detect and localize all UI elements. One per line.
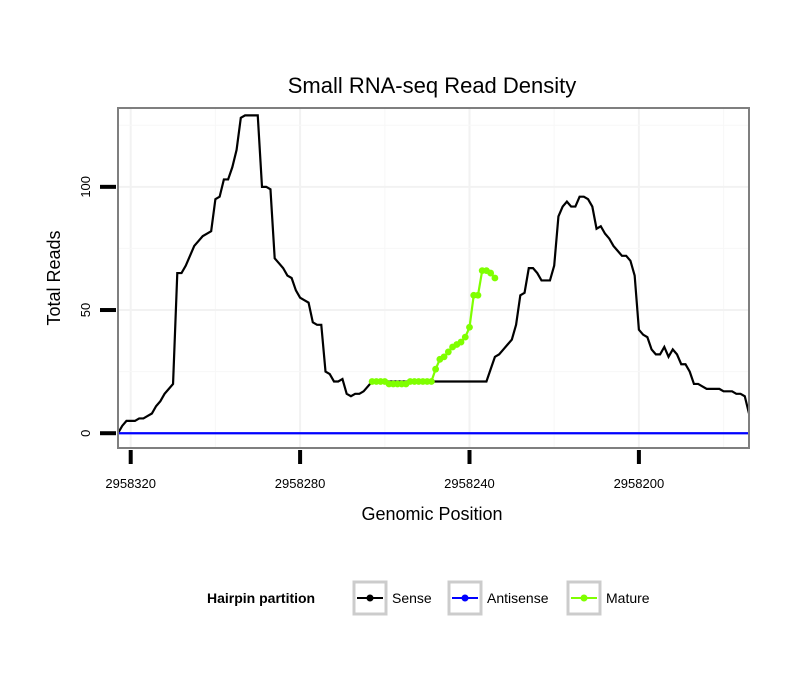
data-point-mature — [440, 353, 448, 361]
data-point-mature — [432, 365, 440, 373]
data-point-mature — [427, 378, 435, 385]
y-tick-label: 50 — [78, 303, 93, 317]
legend-label-sense: Sense — [392, 590, 432, 606]
x-tick-label: 2958200 — [614, 476, 665, 491]
legend: Hairpin partition Sense Antisense Mature — [207, 580, 650, 616]
legend-entry-sense: Sense — [352, 580, 432, 616]
data-point-mature — [457, 338, 465, 346]
panel-background — [118, 108, 749, 448]
series-layer — [117, 114, 751, 435]
data-point-mature — [487, 269, 495, 277]
plot-panel — [117, 107, 751, 449]
series-mature — [368, 267, 499, 388]
data-point-mature — [474, 291, 482, 299]
data-point-mature — [466, 323, 473, 331]
chart-title: Small RNA-seq Read Density — [288, 73, 577, 98]
legend-key-point-mature — [580, 594, 588, 602]
x-tick-label: 2958320 — [105, 476, 156, 491]
legend-key-point-sense — [366, 594, 374, 602]
x-tick-label: 2958280 — [275, 476, 326, 491]
y-tick-label: 0 — [78, 430, 93, 437]
data-point-mature — [491, 274, 499, 282]
legend-label-antisense: Antisense — [487, 590, 549, 606]
x-axis: 2958320 2958280 2958240 2958200 — [105, 450, 664, 491]
x-axis-title: Genomic Position — [361, 504, 502, 524]
data-point-mature — [444, 348, 452, 356]
x-tick-label: 2958240 — [444, 476, 495, 491]
data-point-mature — [461, 333, 469, 341]
series-sense — [117, 114, 751, 434]
legend-key-point-antisense — [461, 594, 469, 602]
legend-title: Hairpin partition — [207, 590, 315, 606]
legend-entries: Sense Antisense Mature — [352, 580, 650, 616]
legend-label-mature: Mature — [606, 590, 650, 606]
y-axis-title: Total Reads — [44, 230, 64, 325]
legend-entry-mature: Mature — [566, 580, 650, 616]
y-tick-label: 100 — [78, 176, 93, 198]
y-axis: 0 50 100 — [78, 176, 116, 437]
panel-border — [117, 107, 750, 449]
series-line-sense — [117, 114, 751, 434]
legend-entry-antisense: Antisense — [447, 580, 549, 616]
